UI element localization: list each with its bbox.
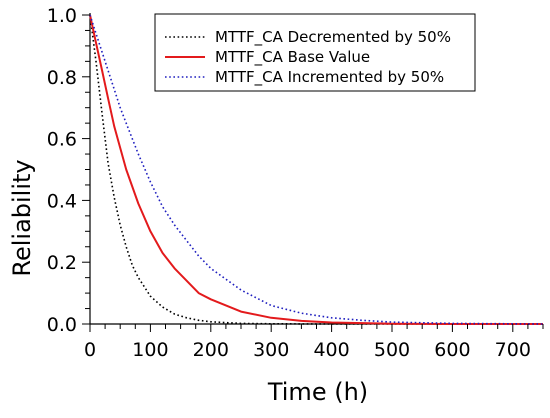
y-tick-label: 0.8 (47, 67, 77, 89)
x-tick-label: 400 (313, 339, 349, 361)
x-tick-label: 200 (193, 339, 229, 361)
y-tick-label: 0.4 (47, 190, 77, 212)
x-axis-title: Time (h) (267, 378, 368, 406)
series-line-incremented (89, 14, 544, 325)
y-tick-label: 0.6 (47, 129, 77, 151)
x-tick-label: 300 (253, 339, 289, 361)
legend-label-decremented: MTTF_CA Decremented by 50% (215, 28, 451, 47)
y-tick-label: 0.0 (47, 314, 77, 336)
legend-box (154, 13, 476, 92)
tick-layer: 0 100 200 300 400 500 600 700 0.0 0.2 0.4 0.6 0.8 1.0 (47, 5, 544, 361)
x-tick-label: 600 (434, 339, 470, 361)
series-layer (89, 14, 544, 325)
y-tick-label: 1.0 (47, 5, 77, 27)
x-tick-label: 700 (495, 339, 531, 361)
legend: MTTF_CA Decremented by 50% MTTF_CA Base … (154, 13, 476, 92)
y-axis-title: Reliability (8, 159, 36, 276)
series-line-base (89, 14, 543, 325)
x-tick-label: 100 (132, 339, 168, 361)
legend-label-base: MTTF_CA Base Value (215, 48, 370, 67)
legend-label-incremented: MTTF_CA Incremented by 50% (215, 68, 444, 87)
series-line-decremented (89, 14, 543, 325)
x-tick-label: 0 (84, 339, 96, 361)
y-tick-label: 0.2 (47, 252, 77, 274)
x-tick-label: 500 (374, 339, 410, 361)
